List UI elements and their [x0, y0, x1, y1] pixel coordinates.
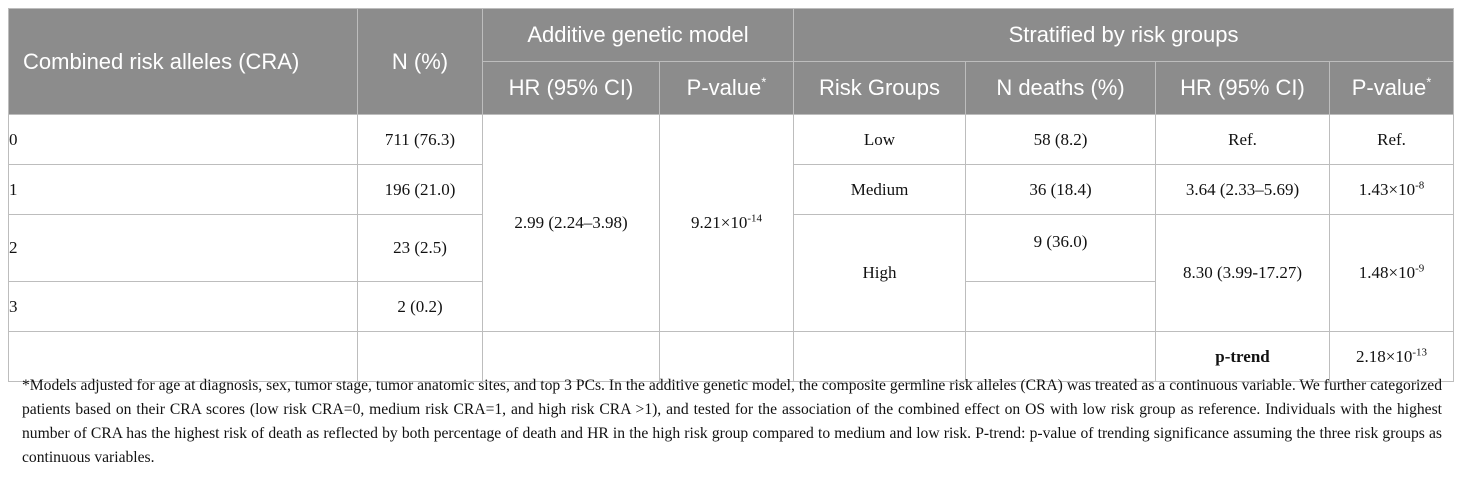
hr-medium-cell: 3.64 (2.33–5.69): [1155, 164, 1331, 215]
empty-cell: [482, 331, 660, 382]
deaths-high-cell: 9 (36.0): [965, 214, 1157, 282]
header-pvalue-2: P-value*: [1329, 61, 1455, 115]
p-high-cell: 1.48×10-9: [1329, 214, 1455, 332]
n-cell: 196 (21.0): [357, 164, 483, 215]
header-n-deaths: N deaths (%): [965, 61, 1157, 115]
header-stratified: Stratified by risk groups: [793, 8, 1455, 62]
empty-cell: [793, 331, 967, 382]
table-footnote: *Models adjusted for age at diagnosis, s…: [22, 377, 1442, 466]
deaths-low-cell: 58 (8.2): [965, 114, 1157, 165]
header-risk-groups: Risk Groups: [793, 61, 967, 115]
cra-cell: 1: [8, 164, 358, 215]
n-cell: 711 (76.3): [357, 114, 483, 165]
hr-low-cell: Ref.: [1155, 114, 1331, 165]
table-row: 2 23 (2.5) High 9 (36.0) 8.30 (3.99-17.2…: [8, 214, 1455, 332]
table-row-trend: p-trend 2.18×10-13: [8, 331, 1455, 382]
cra-cell: 2: [8, 214, 358, 282]
trend-p-cell: 2.18×10-13: [1329, 331, 1455, 382]
additive-hr-cell: 2.99 (2.24–3.98): [482, 114, 660, 332]
table-row: 3 2 (0.2): [8, 281, 1454, 332]
n-cell: 23 (2.5): [357, 214, 483, 282]
empty-cell: [8, 331, 358, 382]
p-low-cell: Ref.: [1329, 114, 1455, 165]
header-star: *: [761, 74, 767, 90]
group-high-cell: High: [793, 214, 967, 332]
header-cra: Combined risk alleles (CRA): [8, 8, 358, 115]
deaths-high-blank-cell: [965, 281, 1157, 332]
header-additive: Additive genetic model: [481, 8, 795, 62]
header-row-2: HR (95% CI) P-value* Risk Groups N death…: [9, 61, 1455, 115]
hr-high-cell: 8.30 (3.99-17.27): [1155, 214, 1331, 332]
group-medium-cell: Medium: [793, 164, 967, 215]
table-row: 1 196 (21.0) Medium 36 (18.4) 3.64 (2.33…: [8, 164, 1455, 215]
empty-cell: [357, 331, 483, 382]
n-cell: 2 (0.2): [357, 281, 483, 332]
cra-cell: 0: [8, 114, 358, 165]
header-hr-ci: HR (95% CI): [482, 61, 660, 115]
header-star-2: *: [1426, 74, 1432, 90]
empty-cell: [658, 331, 795, 382]
group-low-cell: Low: [793, 114, 967, 165]
p-medium-cell: 1.43×10-8: [1329, 164, 1455, 215]
deaths-medium-cell: 36 (18.4): [965, 164, 1157, 215]
additive-p-cell: 9.21×10-14: [658, 114, 795, 332]
header-hr-ci-2: HR (95% CI): [1155, 61, 1331, 115]
header-pvalue: P-value*: [658, 61, 795, 115]
table-row: 0 711 (76.3) 2.99 (2.24–3.98) 9.21×10-14…: [8, 114, 1455, 332]
empty-cell: [965, 331, 1157, 382]
cra-cell: 3: [8, 281, 358, 332]
results-table: Combined risk alleles (CRA) N (%) Additi…: [8, 8, 1455, 382]
header-row-1: Combined risk alleles (CRA) N (%) Additi…: [8, 8, 1455, 115]
header-n-pct: N (%): [357, 8, 483, 115]
trend-label-cell: p-trend: [1155, 331, 1331, 382]
